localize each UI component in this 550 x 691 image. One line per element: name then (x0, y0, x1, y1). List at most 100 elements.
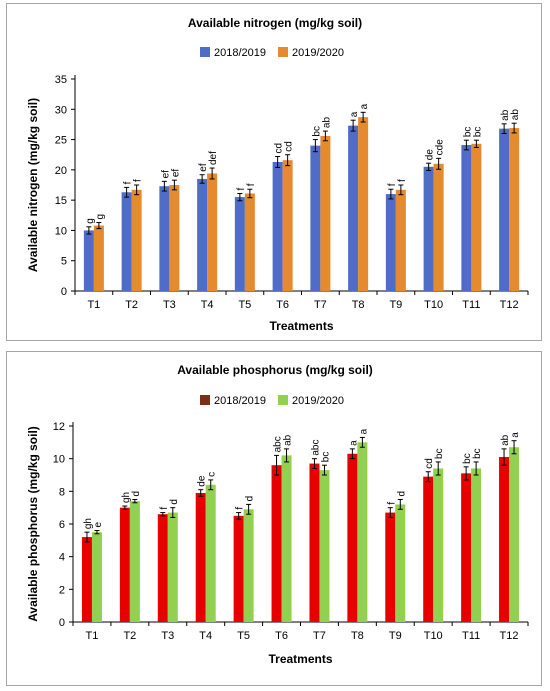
phosphorus-chart-panel: Available phosphorus (mg/kg soil) 2018/20… (6, 351, 542, 686)
nitrogen-chart-title: Available nitrogen (mg/kg soil) (188, 16, 362, 30)
phosphorus-significance-label-2018-2019-T11: bc (462, 453, 473, 464)
nitrogen-x-tick-label-8: T9 (389, 299, 402, 311)
nitrogen-y-axis-title: Available nitrogen (mg/kg soil) (26, 98, 40, 272)
nitrogen-legend-label-1: 2019/2020 (292, 47, 344, 59)
nitrogen-significance-label-2019-2020-T12: ab (510, 109, 521, 121)
phosphorus-significance-label-2019-2020-T11: bc (472, 448, 483, 459)
nitrogen-x-tick-label-0: T1 (87, 299, 100, 311)
nitrogen-bar-2019-2020-T1 (93, 225, 104, 291)
phosphorus-bar-2018-2019-T6 (271, 465, 282, 622)
nitrogen-y-tick-label-6: 30 (55, 104, 67, 116)
phosphorus-x-tick-label-2: T3 (161, 630, 174, 642)
phosphorus-significance-label-2019-2020-T9: d (396, 491, 407, 497)
phosphorus-bar-2019-2020-T4 (205, 484, 216, 622)
phosphorus-significance-label-2018-2019-T1: gh (83, 518, 94, 529)
phosphorus-y-tick-label-2: 4 (59, 552, 65, 564)
nitrogen-legend-label-0: 2018/2019 (214, 47, 266, 59)
phosphorus-bar-2019-2020-T2 (129, 501, 140, 622)
nitrogen-significance-label-2019-2020-T8: a (359, 103, 370, 109)
phosphorus-x-tick-label-11: T12 (500, 630, 519, 642)
nitrogen-bar-2018-2019-T12 (499, 128, 510, 291)
phosphorus-bar-2019-2020-T8 (357, 442, 368, 622)
nitrogen-significance-label-2019-2020-T11: bc (472, 127, 483, 138)
phosphorus-y-axis-title: Available phosphorus (mg/kg soil) (26, 426, 40, 622)
nitrogen-significance-label-2018-2019-T12: ab (500, 109, 511, 121)
nitrogen-y-tick-label-2: 10 (55, 225, 67, 237)
phosphorus-x-tick-label-3: T4 (199, 630, 212, 642)
nitrogen-bar-2019-2020-T11 (471, 143, 482, 291)
nitrogen-significance-label-2018-2019-T4: ef (198, 163, 209, 172)
nitrogen-x-tick-label-3: T4 (201, 299, 214, 311)
phosphorus-bar-2018-2019-T4 (195, 492, 206, 622)
nitrogen-bar-2018-2019-T8 (348, 125, 359, 291)
nitrogen-legend-swatch-0 (200, 47, 210, 57)
phosphorus-x-tick-label-10: T11 (462, 630, 480, 642)
phosphorus-significance-label-2019-2020-T1: e (93, 522, 104, 528)
nitrogen-significance-label-2019-2020-T4: def (208, 151, 219, 165)
nitrogen-y-tick-label-0: 0 (61, 286, 67, 298)
phosphorus-x-tick-label-5: T6 (275, 630, 288, 642)
phosphorus-significance-label-2018-2019-T3: f (159, 507, 170, 510)
nitrogen-significance-label-2018-2019-T11: bc (462, 127, 473, 138)
nitrogen-significance-label-2019-2020-T2: f (133, 179, 144, 182)
nitrogen-x-tick-label-7: T8 (352, 299, 365, 311)
nitrogen-x-tick-label-1: T2 (125, 299, 138, 311)
nitrogen-bar-2019-2020-T9 (395, 189, 406, 291)
nitrogen-bar-2019-2020-T12 (509, 128, 520, 291)
phosphorus-significance-label-2019-2020-T7: bc (320, 452, 331, 463)
phosphorus-bar-2018-2019-T10 (423, 476, 434, 622)
nitrogen-significance-label-2019-2020-T1: g (95, 214, 106, 220)
phosphorus-bar-2018-2019-T11 (461, 473, 472, 622)
phosphorus-bar-2019-2020-T6 (281, 455, 292, 622)
phosphorus-significance-label-2019-2020-T12: a (510, 432, 521, 438)
phosphorus-bar-2019-2020-T7 (319, 470, 330, 622)
phosphorus-bar-2018-2019-T3 (157, 514, 168, 622)
phosphorus-significance-label-2018-2019-T10: cd (424, 458, 435, 469)
nitrogen-significance-label-2018-2019-T3: ef (160, 170, 171, 179)
phosphorus-legend-label-0: 2018/2019 (214, 395, 266, 407)
nitrogen-x-axis-title: Treatments (269, 319, 333, 333)
phosphorus-legend-swatch-1 (278, 395, 288, 405)
phosphorus-significance-label-2019-2020-T4: c (207, 472, 218, 477)
phosphorus-significance-label-2019-2020-T10: bc (434, 448, 445, 459)
nitrogen-y-tick-label-5: 25 (55, 135, 67, 147)
phosphorus-bar-2018-2019-T5 (233, 515, 244, 622)
nitrogen-bar-2019-2020-T5 (244, 193, 255, 291)
phosphorus-bar-2018-2019-T2 (119, 507, 130, 622)
phosphorus-bar-2019-2020-T5 (243, 509, 254, 622)
nitrogen-bar-2019-2020-T6 (282, 160, 293, 291)
phosphorus-bar-2018-2019-T12 (499, 457, 510, 622)
nitrogen-bar-2019-2020-T3 (169, 185, 180, 291)
phosphorus-bar-2018-2019-T1 (81, 537, 92, 622)
phosphorus-chart-title: Available phosphorus (mg/kg soil) (177, 363, 373, 377)
phosphorus-significance-label-2019-2020-T6: ab (283, 434, 294, 446)
nitrogen-bar-2018-2019-T2 (121, 192, 132, 291)
phosphorus-bar-2019-2020-T10 (433, 468, 444, 622)
nitrogen-bar-2019-2020-T7 (320, 135, 331, 291)
phosphorus-x-tick-label-6: T7 (313, 630, 326, 642)
phosphorus-legend-label-1: 2019/2020 (292, 395, 344, 407)
nitrogen-significance-label-2018-2019-T1: g (85, 218, 96, 224)
phosphorus-bar-2018-2019-T8 (347, 453, 358, 622)
nitrogen-bar-2019-2020-T10 (433, 163, 444, 291)
phosphorus-significance-label-2018-2019-T2: gh (121, 492, 132, 503)
phosphorus-y-tick-label-4: 8 (59, 486, 65, 498)
phosphorus-y-tick-label-5: 10 (53, 454, 65, 466)
phosphorus-significance-label-2018-2019-T5: f (235, 507, 246, 510)
phosphorus-significance-label-2019-2020-T2: d (131, 491, 142, 497)
phosphorus-x-axis-title: Treatments (268, 652, 332, 666)
phosphorus-bar-2019-2020-T9 (395, 504, 406, 622)
nitrogen-significance-label-2018-2019-T6: cd (274, 143, 285, 154)
phosphorus-bar-2019-2020-T12 (509, 447, 520, 622)
nitrogen-significance-label-2019-2020-T10: cde (435, 139, 446, 156)
nitrogen-bar-2018-2019-T1 (83, 230, 94, 291)
nitrogen-significance-label-2018-2019-T7: bc (311, 126, 322, 137)
nitrogen-bar-2019-2020-T2 (131, 189, 142, 291)
nitrogen-x-tick-label-6: T7 (314, 299, 327, 311)
nitrogen-legend-swatch-1 (278, 47, 288, 57)
phosphorus-bar-2019-2020-T3 (167, 512, 178, 622)
nitrogen-bar-2018-2019-T3 (159, 186, 170, 291)
phosphorus-significance-label-2018-2019-T8: a (348, 440, 359, 446)
nitrogen-bar-2018-2019-T4 (197, 178, 208, 291)
nitrogen-chart-panel: Available nitrogen (mg/kg soil) 2018/2019… (6, 3, 542, 341)
